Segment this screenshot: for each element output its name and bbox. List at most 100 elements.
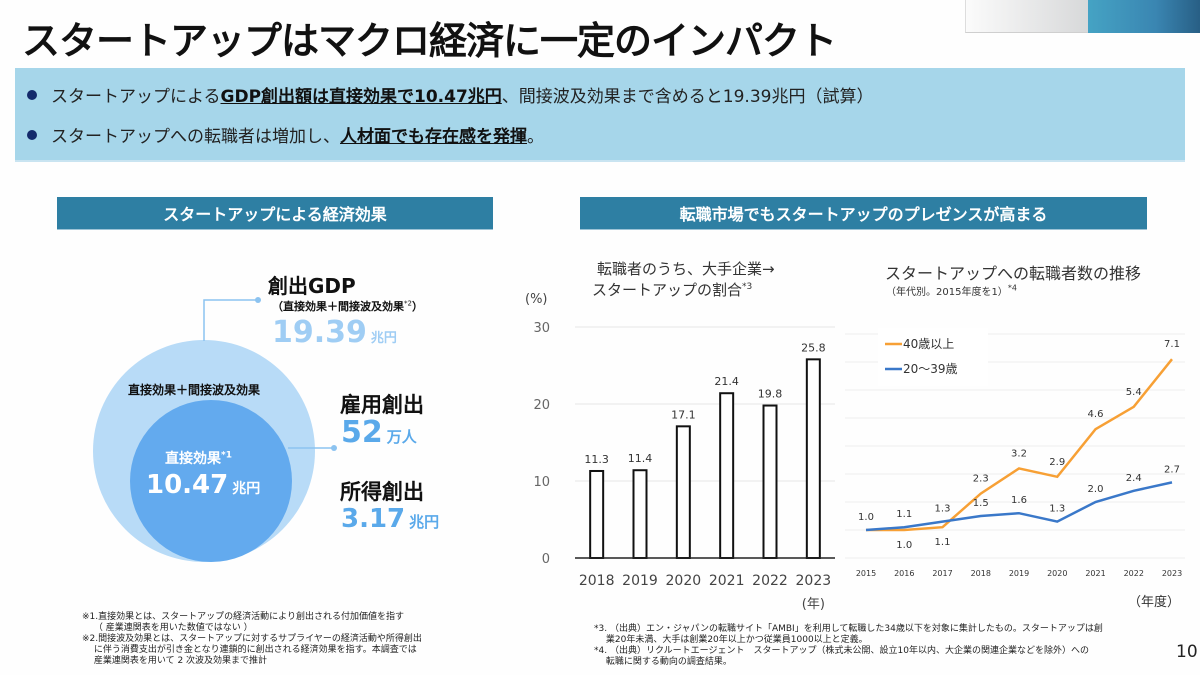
- direct-effect-value-number: 10.47: [146, 470, 229, 500]
- gdp-value-unit: 兆円: [370, 331, 397, 346]
- bar-chart-bar: [632, 469, 648, 559]
- line-chart-data-label: 1.3: [1049, 504, 1065, 515]
- inner-circle-direct: [130, 400, 292, 562]
- bar-chart-title-line2: スタートアップの割合*3: [592, 279, 752, 300]
- line-chart-x-tick: 2015: [856, 569, 876, 578]
- line-chart-data-label: 2.7: [1164, 464, 1180, 475]
- bar-chart-y-tick: 0: [542, 552, 550, 567]
- gdp-sublabel-end: ）: [411, 300, 423, 313]
- employment-value: 52 万人: [341, 415, 417, 450]
- employment-label: 雇用創出: [340, 393, 424, 417]
- bar-chart-x-tick: 2022: [752, 573, 788, 589]
- gdp-value-number: 19.39: [272, 315, 367, 350]
- income-value-number: 3.17: [341, 504, 406, 534]
- line-chart: 2015 2016 2017 2018 2019 2020 2021 2022 2023 1.0 1…: [845, 328, 1185, 610]
- bar-chart-bar: [719, 392, 735, 559]
- employment-value-number: 52: [341, 415, 383, 450]
- direct-effect-value-unit: 兆円: [232, 481, 261, 497]
- bar-chart-y-tick: 30: [533, 321, 550, 336]
- line-chart-legend-label: 40歳以上: [903, 337, 954, 351]
- line-chart-subtitle: （年代別。2015年度を1）*4: [886, 283, 1017, 298]
- income-value-unit: 兆円: [409, 513, 440, 531]
- direct-effect-label-text: 直接効果: [165, 451, 221, 467]
- bar-chart-value-label: 21.4: [714, 375, 739, 388]
- decorative-blue-block: [1088, 0, 1200, 33]
- left-footnotes: ※1.直接効果とは、スタートアップの経済活動により創出される付加価値を指す （ …: [82, 612, 422, 667]
- bar-chart-x-tick: 2018: [579, 573, 615, 589]
- footnote-line: *4. （出典）リクルートエージェント スタートアップ（株式未公開、設立10年以…: [594, 646, 1089, 656]
- line-chart-data-label: 1.1: [896, 509, 912, 520]
- line-chart-data-label: 1.3: [935, 504, 951, 515]
- footnote-line: 業20年未満、大手は創業20年以上かつ従業員1000以上と定義。: [594, 635, 868, 645]
- bullet-text-pre: スタートアップによる: [51, 87, 221, 107]
- bullet-text-post: 、間接波及効果まで含めると19.39兆円（試算）: [501, 87, 874, 107]
- line-chart-data-label: 5.4: [1126, 387, 1142, 398]
- direct-effect-value: 10.47 兆円: [146, 470, 260, 500]
- footnote-line: 転職に関する動向の調査結果。: [594, 657, 732, 667]
- gdp-label: 創出GDP: [268, 274, 356, 298]
- bar-chart-bar: [675, 425, 691, 559]
- bar-chart: (%) 0 10 20 30 11.3 2018 11.4 2019 17.1 2020 21.4 20…: [525, 292, 835, 612]
- bar-chart-value-label: 25.8: [801, 341, 826, 354]
- line-chart-x-tick: 2021: [1085, 569, 1105, 578]
- footnote-line: に伴う消費支出が引き金となり連鎖的に創出される経済効果を指す。本調査では: [82, 645, 417, 655]
- line-chart-data-label: 1.0: [896, 540, 912, 551]
- gdp-sublabel: （直接効果＋間接波及効果*2）: [272, 298, 423, 314]
- line-chart-subtitle-text: （年代別。2015年度を1）: [886, 287, 1008, 298]
- outer-circle-label: 直接効果＋間接波及効果: [128, 383, 261, 397]
- bullet-text-bold: GDP創出額は直接効果で10.47兆円: [220, 87, 502, 107]
- bar-chart-y-tick: 10: [533, 475, 550, 490]
- line-chart-x-tick: 2020: [1047, 569, 1067, 578]
- footnote-line: ※1.直接効果とは、スタートアップの経済活動により創出される付加価値を指す: [82, 612, 404, 622]
- bullet-text-post: 。: [527, 127, 544, 147]
- job-market-header: 転職市場でもスタートアップのプレゼンスが高まる: [580, 197, 1147, 229]
- bullet-icon: [27, 129, 37, 140]
- line-chart-legend-label: 20〜39歳: [903, 362, 958, 376]
- gdp-connector-dot: [255, 297, 261, 303]
- bar-chart-title-text: スタートアップの割合: [592, 281, 743, 299]
- bullet-text-bold: 人材面でも存在感を発揮: [340, 127, 527, 147]
- connector-lines: [203, 297, 337, 451]
- line-chart-x-tick: 2017: [932, 569, 952, 578]
- direct-effect-label: 直接効果*1: [165, 448, 232, 468]
- line-chart-x-tick: 2019: [1009, 569, 1029, 578]
- line-chart-data-label: 1.5: [973, 498, 989, 509]
- line-chart-x-tick: 2018: [971, 569, 991, 578]
- summary-bullet: スタートアップへの転職者は増加し、 人材面でも存在感を発揮。: [27, 122, 544, 147]
- line-chart-data-label: 1.0: [858, 512, 874, 523]
- line-chart-data-label: 1.1: [935, 537, 951, 548]
- bar-chart-x-tick: 2023: [796, 573, 832, 589]
- line-chart-data-label: 2.3: [973, 474, 989, 485]
- line-chart-data-label: 2.9: [1049, 457, 1065, 468]
- decorative-gray-block: [965, 0, 1089, 33]
- economic-effect-header: スタートアップによる経済効果: [57, 197, 493, 229]
- line-chart-series-0: [866, 358, 1173, 532]
- line-chart-data-label: 1.6: [1011, 495, 1027, 506]
- bar-chart-x-tick: 2021: [709, 573, 745, 589]
- footnote-line: ※2.間接波及効果とは、スタートアップに対するサプライヤーの経済活動や所得創出: [82, 634, 422, 644]
- gdp-sublabel-text: （直接効果＋間接波及効果: [272, 300, 404, 313]
- line-chart-legend-box: [878, 328, 988, 386]
- bar-chart-footnote-ref: *3: [742, 282, 753, 292]
- bar-chart-value-label: 19.8: [758, 388, 783, 401]
- summary-bullet: スタートアップによる GDP創出額は直接効果で10.47兆円 、間接波及効果まで含め…: [27, 82, 873, 107]
- income-label: 所得創出: [340, 480, 424, 504]
- bullet-text-pre: スタートアップへの転職者は増加し、: [51, 127, 340, 147]
- page-title: スタートアップはマクロ経済に一定のインパクト: [22, 19, 837, 63]
- line-chart-series-1: [865, 481, 1173, 532]
- gdp-value: 19.39 兆円: [272, 315, 397, 350]
- footnote-line: （ 産業連関表を用いた数値ではない ）: [82, 623, 253, 633]
- employment-connector-dot: [331, 445, 337, 451]
- bar-chart-bar: [805, 358, 821, 559]
- bar-chart-value-label: 11.4: [628, 452, 653, 465]
- direct-effect-footnote-ref: *1: [221, 450, 232, 461]
- gdp-connector-line: [203, 299, 258, 341]
- bar-chart-x-tick: 2019: [622, 573, 658, 589]
- bullet-icon: [27, 89, 37, 100]
- line-chart-x-tick: 2023: [1162, 569, 1182, 578]
- right-footnotes: *3. （出典）エン・ジャパンの転職サイト「AMBI」を利用して転職した34歳以…: [594, 624, 1103, 668]
- footnote-line: 産業連関表を用いて 2 次波及効果まで推計: [82, 656, 268, 666]
- income-value: 3.17 兆円: [341, 504, 439, 534]
- bar-chart-x-unit: (年): [802, 597, 825, 612]
- bar-chart-bar: [589, 469, 605, 560]
